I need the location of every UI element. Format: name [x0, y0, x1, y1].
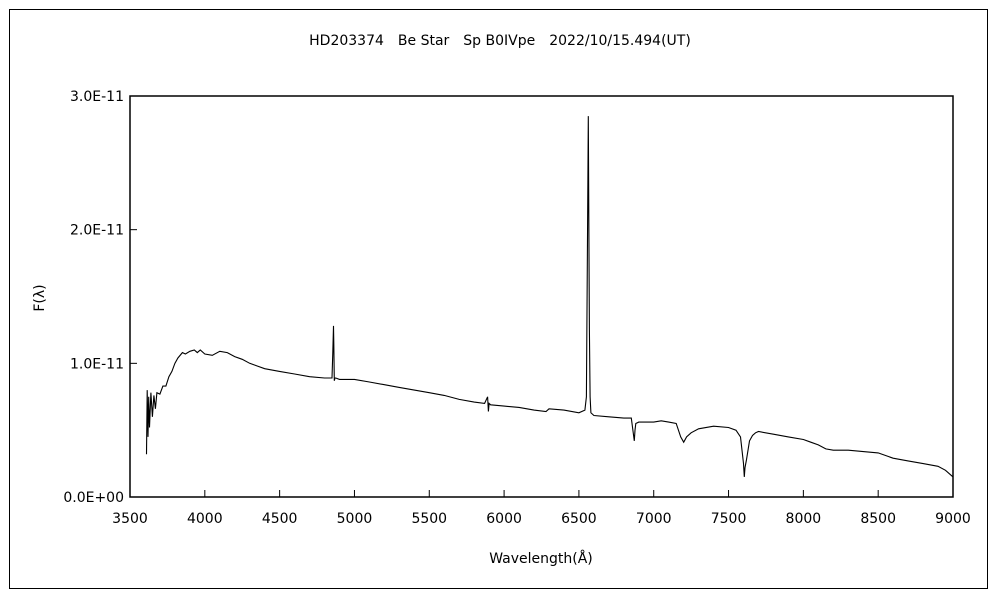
y-tick-label: 2.0E-11: [70, 223, 124, 239]
y-tick-label: 1.0E-11: [70, 356, 124, 372]
x-tick-label: 4500: [262, 511, 298, 527]
x-tick-label: 7500: [711, 511, 747, 527]
x-axis-label: Wavelength(Å): [489, 550, 593, 567]
x-tick-label: 9000: [935, 511, 971, 527]
x-tick-label: 3500: [112, 511, 148, 527]
x-tick-label: 6000: [486, 511, 522, 527]
y-axis-label: F(λ): [32, 284, 48, 311]
y-tick-label: 0.0E+00: [63, 490, 124, 506]
y-axis: 0.0E+00 1.0E-11 2.0E-11 3.0E-11: [63, 89, 137, 506]
x-tick-label: 5000: [337, 511, 373, 527]
y-tick-label: 3.0E-11: [70, 89, 124, 105]
x-tick-label: 5500: [411, 511, 447, 527]
spectrum-line: [145, 116, 954, 478]
plot-area: [129, 95, 954, 498]
x-tick-label: 6500: [561, 511, 597, 527]
x-tick-label: 4000: [187, 511, 223, 527]
x-axis: 3500 4000 4500 5000 5500 6000 6500 7000 7500 8000…: [112, 490, 971, 527]
chart-frame: HD203374 Be Star Sp B0IVpe 2022/10/15.49…: [9, 9, 988, 589]
x-tick-label: 7000: [636, 511, 672, 527]
chart-title: HD203374 Be Star Sp B0IVpe 2022/10/15.49…: [309, 33, 691, 49]
x-tick-label: 8500: [860, 511, 896, 527]
spectrum-chart: HD203374 Be Star Sp B0IVpe 2022/10/15.49…: [32, 33, 971, 567]
x-tick-label: 8000: [786, 511, 822, 527]
